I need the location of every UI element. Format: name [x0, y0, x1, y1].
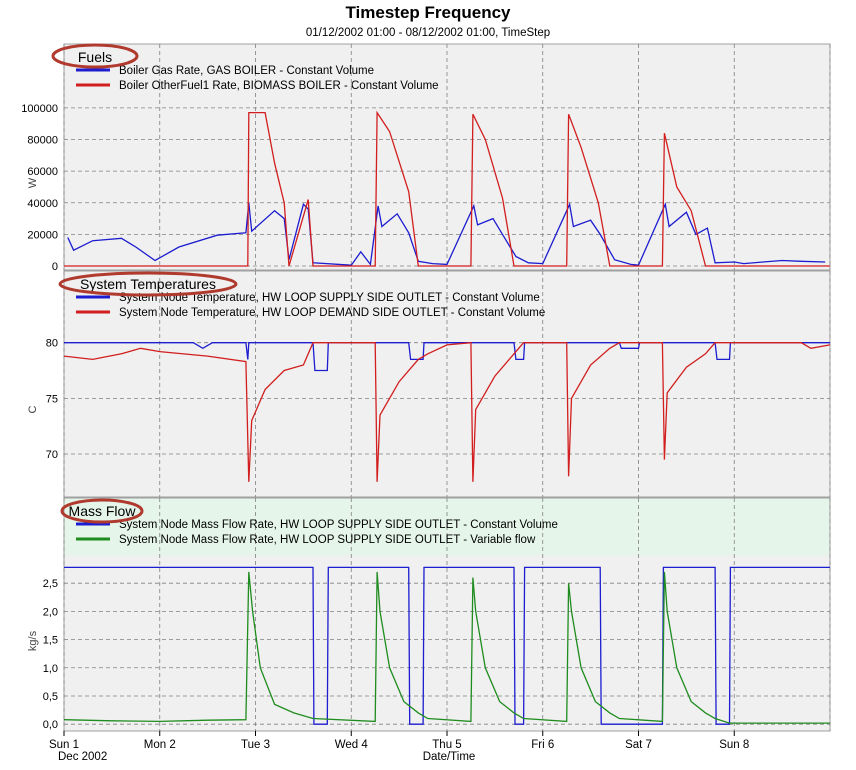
y-tick-label: 1,0 [43, 663, 58, 675]
y-tick-label: 20000 [27, 229, 58, 241]
panel-title: Fuels [78, 49, 112, 65]
y-tick-label: 1,5 [43, 635, 58, 647]
legend-entry: System Node Temperature, HW LOOP DEMAND … [119, 307, 545, 319]
legend-entry: System Node Mass Flow Rate, HW LOOP SUPP… [119, 534, 536, 546]
y-tick-label: 2,5 [43, 578, 58, 590]
series-line-1 [64, 110, 830, 267]
y-tick-label: 0 [52, 261, 58, 273]
series-line-0 [64, 342, 830, 372]
x-tick-label: Sat 7 [625, 739, 652, 751]
x-tick-label: Tue 3 [241, 739, 270, 751]
x-tick-label: Mon 2 [144, 739, 176, 751]
legend-entry: System Node Temperature, HW LOOP SUPPLY … [119, 292, 540, 304]
panel-title: Mass Flow [69, 503, 137, 519]
chart-title: Timestep Frequency [345, 3, 511, 22]
panel-title: System Temperatures [80, 276, 216, 292]
x-tick-label: Fri 6 [531, 739, 554, 751]
series-line-0 [64, 566, 830, 725]
y-tick-label: 0,0 [43, 719, 58, 731]
x-axis: Sun 1 Mon 2 Tue 3 Wed 4 Thu 5 Fri 6 Sat 7 Sun 8 [49, 731, 749, 751]
series-line-1 [64, 341, 830, 482]
y-axis-label: C [27, 405, 39, 413]
x-tick-label: Thu 5 [432, 739, 461, 751]
y-tick-label: 40000 [27, 198, 58, 210]
x-tick-label: Sun 1 [49, 739, 79, 751]
panel-title-highlight [60, 498, 144, 524]
y-tick-label: 75 [46, 393, 58, 405]
x-axis-sub-label: Dec 2002 [58, 751, 107, 763]
x-tick-label: Wed 4 [335, 739, 369, 751]
legend-entry: Boiler Gas Rate, GAS BOILER - Constant V… [119, 65, 374, 77]
y-tick-label: 60000 [27, 166, 58, 178]
y-tick-label: 100000 [21, 103, 58, 115]
y-axis-label: W [27, 177, 39, 188]
chart-panel-0: 0 20000 40000 60000 80000 100000 W Boiler Gas R… [21, 43, 831, 273]
chart-panel-1: 70 75 80 C System Node Temperature, HW LOOP … [27, 270, 831, 498]
legend-entry: System Node Mass Flow Rate, HW LOOP SUPP… [119, 519, 558, 531]
y-axis-label: kg/s [27, 630, 39, 651]
panel-title-highlight [58, 271, 238, 297]
series-line-1 [64, 571, 830, 724]
chart-panels: 0 20000 40000 60000 80000 100000 W Boiler Gas R… [21, 43, 831, 732]
chart-subtitle: 01/12/2002 01:00 - 08/12/2002 01:00, Tim… [306, 27, 550, 39]
panel-title-highlight [51, 43, 139, 69]
y-tick-label: 0,5 [43, 691, 58, 703]
y-tick-label: 80 [46, 338, 58, 350]
chart-panel-2: 0,0 0,5 1,0 1,5 2,0 2,5 kg/s System Node Mass F… [27, 497, 831, 732]
x-axis-label: Date/Time [423, 751, 476, 763]
y-tick-label: 80000 [27, 135, 58, 147]
legend-entry: Boiler OtherFuel1 Rate, BIOMASS BOILER -… [119, 80, 439, 92]
y-tick-label: 2,0 [43, 606, 58, 618]
x-tick-label: Sun 8 [719, 739, 749, 751]
y-tick-label: 70 [46, 449, 58, 461]
